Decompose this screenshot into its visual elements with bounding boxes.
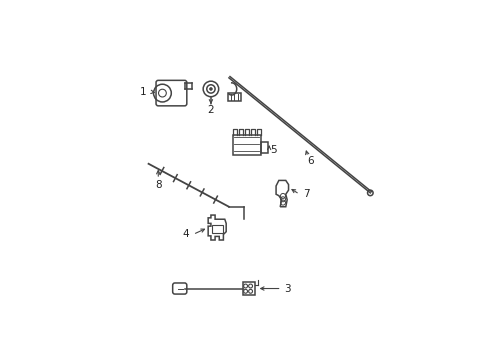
Text: 3: 3 — [284, 284, 291, 293]
Text: 4: 4 — [183, 229, 189, 239]
Text: 1: 1 — [140, 87, 147, 97]
Text: 6: 6 — [307, 156, 314, 166]
Text: 8: 8 — [155, 180, 162, 190]
Circle shape — [210, 87, 212, 90]
Text: 7: 7 — [303, 189, 310, 199]
Text: 5: 5 — [270, 145, 277, 155]
Text: 2: 2 — [208, 105, 214, 115]
